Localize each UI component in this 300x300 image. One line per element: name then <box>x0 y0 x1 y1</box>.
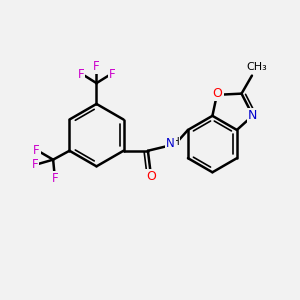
Text: N: N <box>166 137 175 150</box>
Text: CH₃: CH₃ <box>246 62 267 72</box>
Text: F: F <box>52 172 59 185</box>
Text: H: H <box>172 137 179 147</box>
Text: F: F <box>32 158 38 171</box>
Text: O: O <box>146 169 156 182</box>
Text: O: O <box>213 87 223 100</box>
Text: F: F <box>77 68 84 81</box>
Text: F: F <box>33 144 40 157</box>
Text: F: F <box>93 60 100 73</box>
Text: F: F <box>109 68 116 81</box>
Text: N: N <box>248 109 257 122</box>
